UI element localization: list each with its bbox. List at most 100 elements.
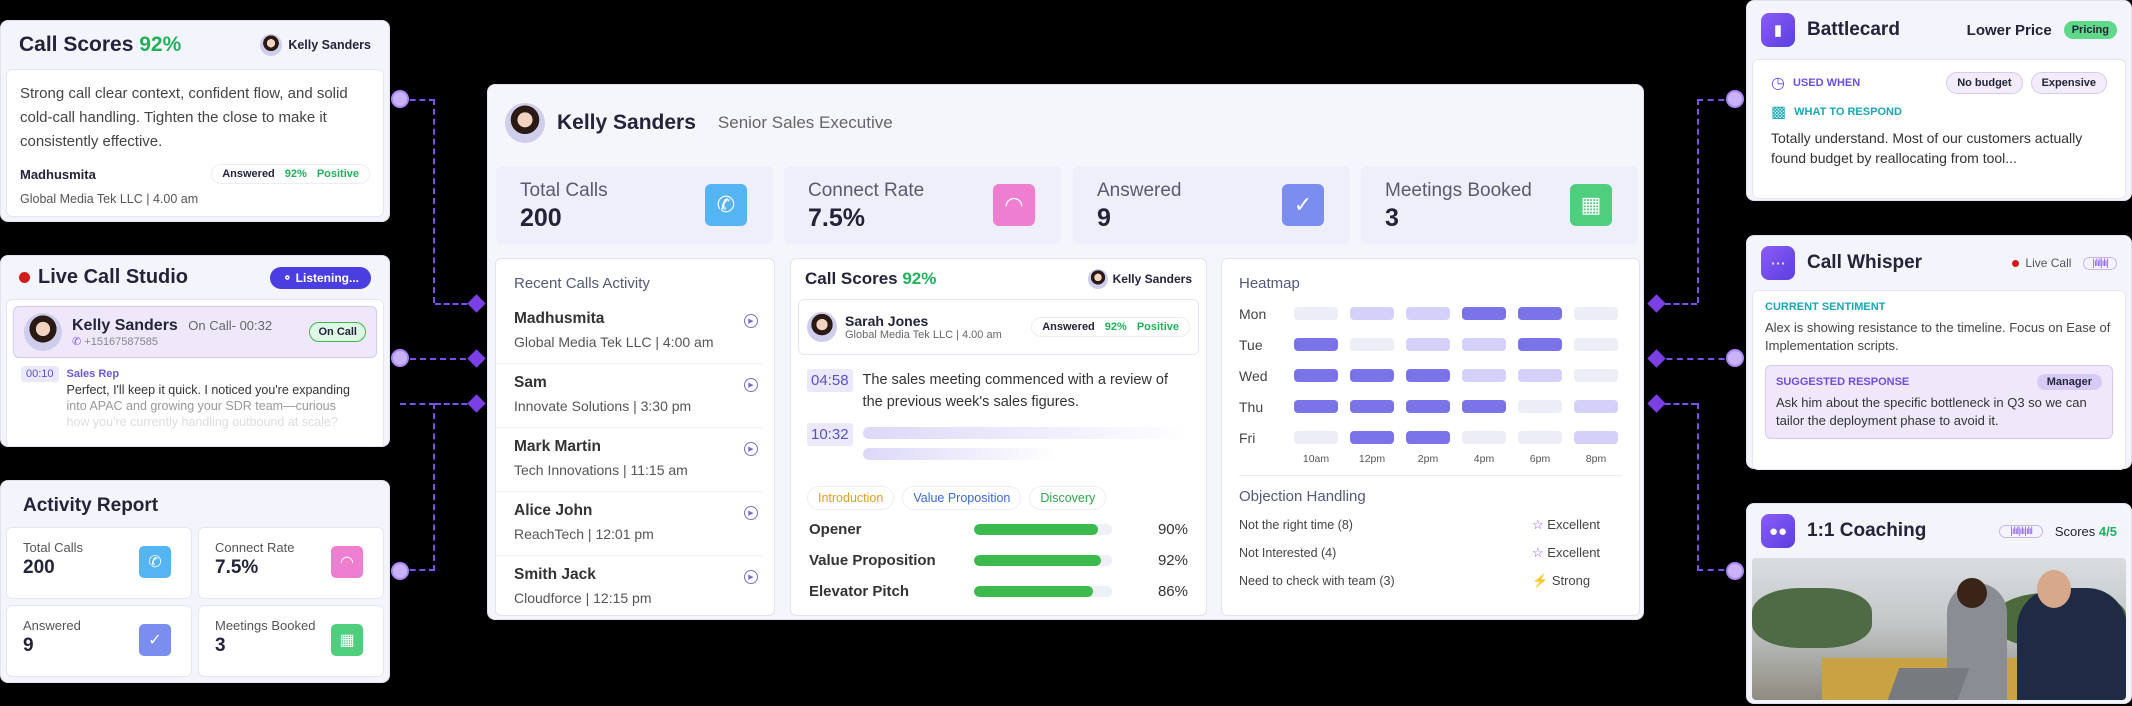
play-icon[interactable]: ▶ <box>744 570 758 584</box>
call-summary-row[interactable]: Sarah Jones Global Media Tek LLC | 4.00 a… <box>798 299 1199 355</box>
call-detail: Global Media Tek LLC | 4:00 am <box>514 334 714 350</box>
metric-value: 90% <box>1157 521 1188 538</box>
heatmap-panel: Heatmap Mon Tue Wed Thu Fri 10am 12pm 2pm 4pm 6pm… <box>1221 258 1640 616</box>
panel-title: Heatmap <box>1239 275 1300 292</box>
caller-name: Mark Martin <box>514 438 601 455</box>
objection-label: Not the right time (8) <box>1239 518 1353 532</box>
sentiment: Positive <box>316 168 359 180</box>
heatmap-cell <box>1406 369 1450 382</box>
waveform-icon: |ılıl|ılı| <box>2083 256 2117 270</box>
metric-row: Elevator Pitch 86% <box>809 576 1188 607</box>
transcript-text: The sales meeting commenced with a revie… <box>862 372 1168 410</box>
metric-value: 92% <box>1157 552 1188 569</box>
listening-button[interactable]: ⚬ Listening... <box>270 266 371 289</box>
phone-icon: ✆ <box>72 335 82 348</box>
company-time: Global Media Tek LLC | 4.00 am <box>20 192 199 206</box>
summary-text: Strong call clear context, confident flo… <box>20 85 348 150</box>
caller-name: Sam <box>514 374 547 391</box>
day-label: Tue <box>1239 336 1263 353</box>
stat-value: 9 <box>1097 204 1111 232</box>
day-label: Wed <box>1239 367 1268 384</box>
card-title: Call Scores <box>19 33 134 56</box>
chip[interactable]: Expensive <box>2030 72 2107 94</box>
card-title: Battlecard <box>1807 19 1900 40</box>
recent-call-item[interactable]: Sam Innovate Solutions | 3:30 pm ▶ <box>496 364 762 428</box>
recent-call-item[interactable]: Madhusmita Global Media Tek LLC | 4:00 am… <box>496 300 762 364</box>
time-label: 8pm <box>1585 453 1607 465</box>
play-icon[interactable]: ▶ <box>744 506 758 520</box>
gauge-icon: ◠ <box>993 184 1035 226</box>
call-scores-panel: Call Scores 92% Kelly Sanders Sarah Jone… <box>790 258 1207 616</box>
stat-value: 200 <box>520 204 562 232</box>
play-icon[interactable]: ▶ <box>744 442 758 456</box>
activity-stat: Total Calls 200 ✆ <box>6 527 192 599</box>
activity-stat: Meetings Booked 3 ▦ <box>198 605 384 677</box>
play-icon[interactable]: ▶ <box>744 378 758 392</box>
time-label: 4pm <box>1473 453 1495 465</box>
recent-call-item[interactable]: Smith Jack Cloudforce | 12:15 pm ▶ <box>496 556 762 620</box>
metric-label: Elevator Pitch <box>809 583 910 600</box>
chat-bubble-icon: ⋯ <box>1761 246 1795 280</box>
card-title: Live Call Studio <box>38 266 189 288</box>
response-text: Totally understand. Most of our customer… <box>1771 130 2083 166</box>
stat-label: Answered <box>1097 180 1182 201</box>
heatmap-cell <box>1462 338 1506 351</box>
stat-value: 9 <box>23 635 34 656</box>
metric-bar-fill <box>974 555 1101 566</box>
play-icon[interactable]: ▶ <box>744 314 758 328</box>
score-value: 4/5 <box>2098 523 2117 539</box>
waveform-icon: |ılıl|ılı|ılıl <box>1999 524 2043 538</box>
chat-icon: ▩ <box>1771 104 1787 121</box>
heatmap-cell <box>1518 307 1562 320</box>
star-icon: ☆ <box>1532 545 1544 560</box>
on-call-badge: On Call <box>309 322 366 342</box>
recent-call-item[interactable]: Alice John ReachTech | 12:01 pm ▶ <box>496 492 762 556</box>
calendar-icon: ▦ <box>1570 184 1612 226</box>
metric-row: Opener 90% <box>809 514 1188 545</box>
bolt-icon: ⚡ <box>1532 573 1549 588</box>
metric-bar <box>974 586 1112 597</box>
chip[interactable]: No budget <box>1946 72 2023 94</box>
stat-label: Total Calls <box>520 180 608 201</box>
contact-name: Madhusmita <box>20 166 96 182</box>
stat-label: Connect Rate <box>215 540 295 555</box>
coaching-card: ●● 1:1 Coaching |ılıl|ılı|ılıl Scores 4/… <box>1746 503 2132 704</box>
topic: Lower Price <box>1966 21 2052 39</box>
activity-report-card: Activity Report Total Calls 200 ✆ Connect R… <box>0 480 390 683</box>
live-call-studio-card: Live Call Studio ⚬ Listening... Kelly Sa… <box>0 255 390 447</box>
pricing-badge: Pricing <box>2063 21 2117 39</box>
tag-chip[interactable]: Discovery <box>1029 486 1107 510</box>
main-dashboard: Kelly Sanders Senior Sales Executive Tot… <box>487 84 1644 620</box>
tag-chip[interactable]: Introduction <box>807 486 895 510</box>
recent-call-item[interactable]: Mark Martin Tech Innovations | 11:15 am ▶ <box>496 428 762 492</box>
phone-icon: ✆ <box>139 546 171 578</box>
avatar <box>24 313 62 351</box>
card-title: 1:1 Coaching <box>1807 520 1927 541</box>
card-title: Activity Report <box>23 495 159 516</box>
day-label: Fri <box>1239 429 1256 446</box>
heatmap-cell <box>1574 338 1618 351</box>
score-value: 92% <box>139 33 182 56</box>
heatmap-cell <box>1350 400 1394 413</box>
rating: Excellent <box>1547 517 1601 532</box>
call-timer: On Call- 00:32 <box>188 317 273 333</box>
timestamp: 04:58 <box>807 369 853 392</box>
phone-check-icon: ✓ <box>1282 184 1324 226</box>
timestamp: 00:10 <box>21 366 59 382</box>
pct: 92% <box>1104 321 1127 333</box>
metric-label: Value Proposition <box>809 552 936 569</box>
stat-value: 3 <box>215 635 226 656</box>
objection-row: Need to check with team (3) ⚡ Strong <box>1239 567 1622 595</box>
heatmap-cell <box>1294 338 1338 351</box>
tag-chip[interactable]: Value Proposition <box>902 486 1022 510</box>
respond-label: WHAT TO RESPOND <box>1794 106 1902 118</box>
heatmap-cell <box>1518 369 1562 382</box>
panel-title: Recent Calls Activity <box>514 275 650 292</box>
profile-role: Senior Sales Executive <box>717 113 893 132</box>
pct: 92% <box>284 168 307 180</box>
status: Answered <box>1042 321 1095 333</box>
status: Answered <box>222 168 275 180</box>
sentiment-label: CURRENT SENTIMENT <box>1765 301 1886 313</box>
caller-row[interactable]: Kelly Sanders On Call- 00:32 ✆ +15167587… <box>13 306 377 358</box>
caller-name: Kelly Sanders <box>72 316 178 334</box>
